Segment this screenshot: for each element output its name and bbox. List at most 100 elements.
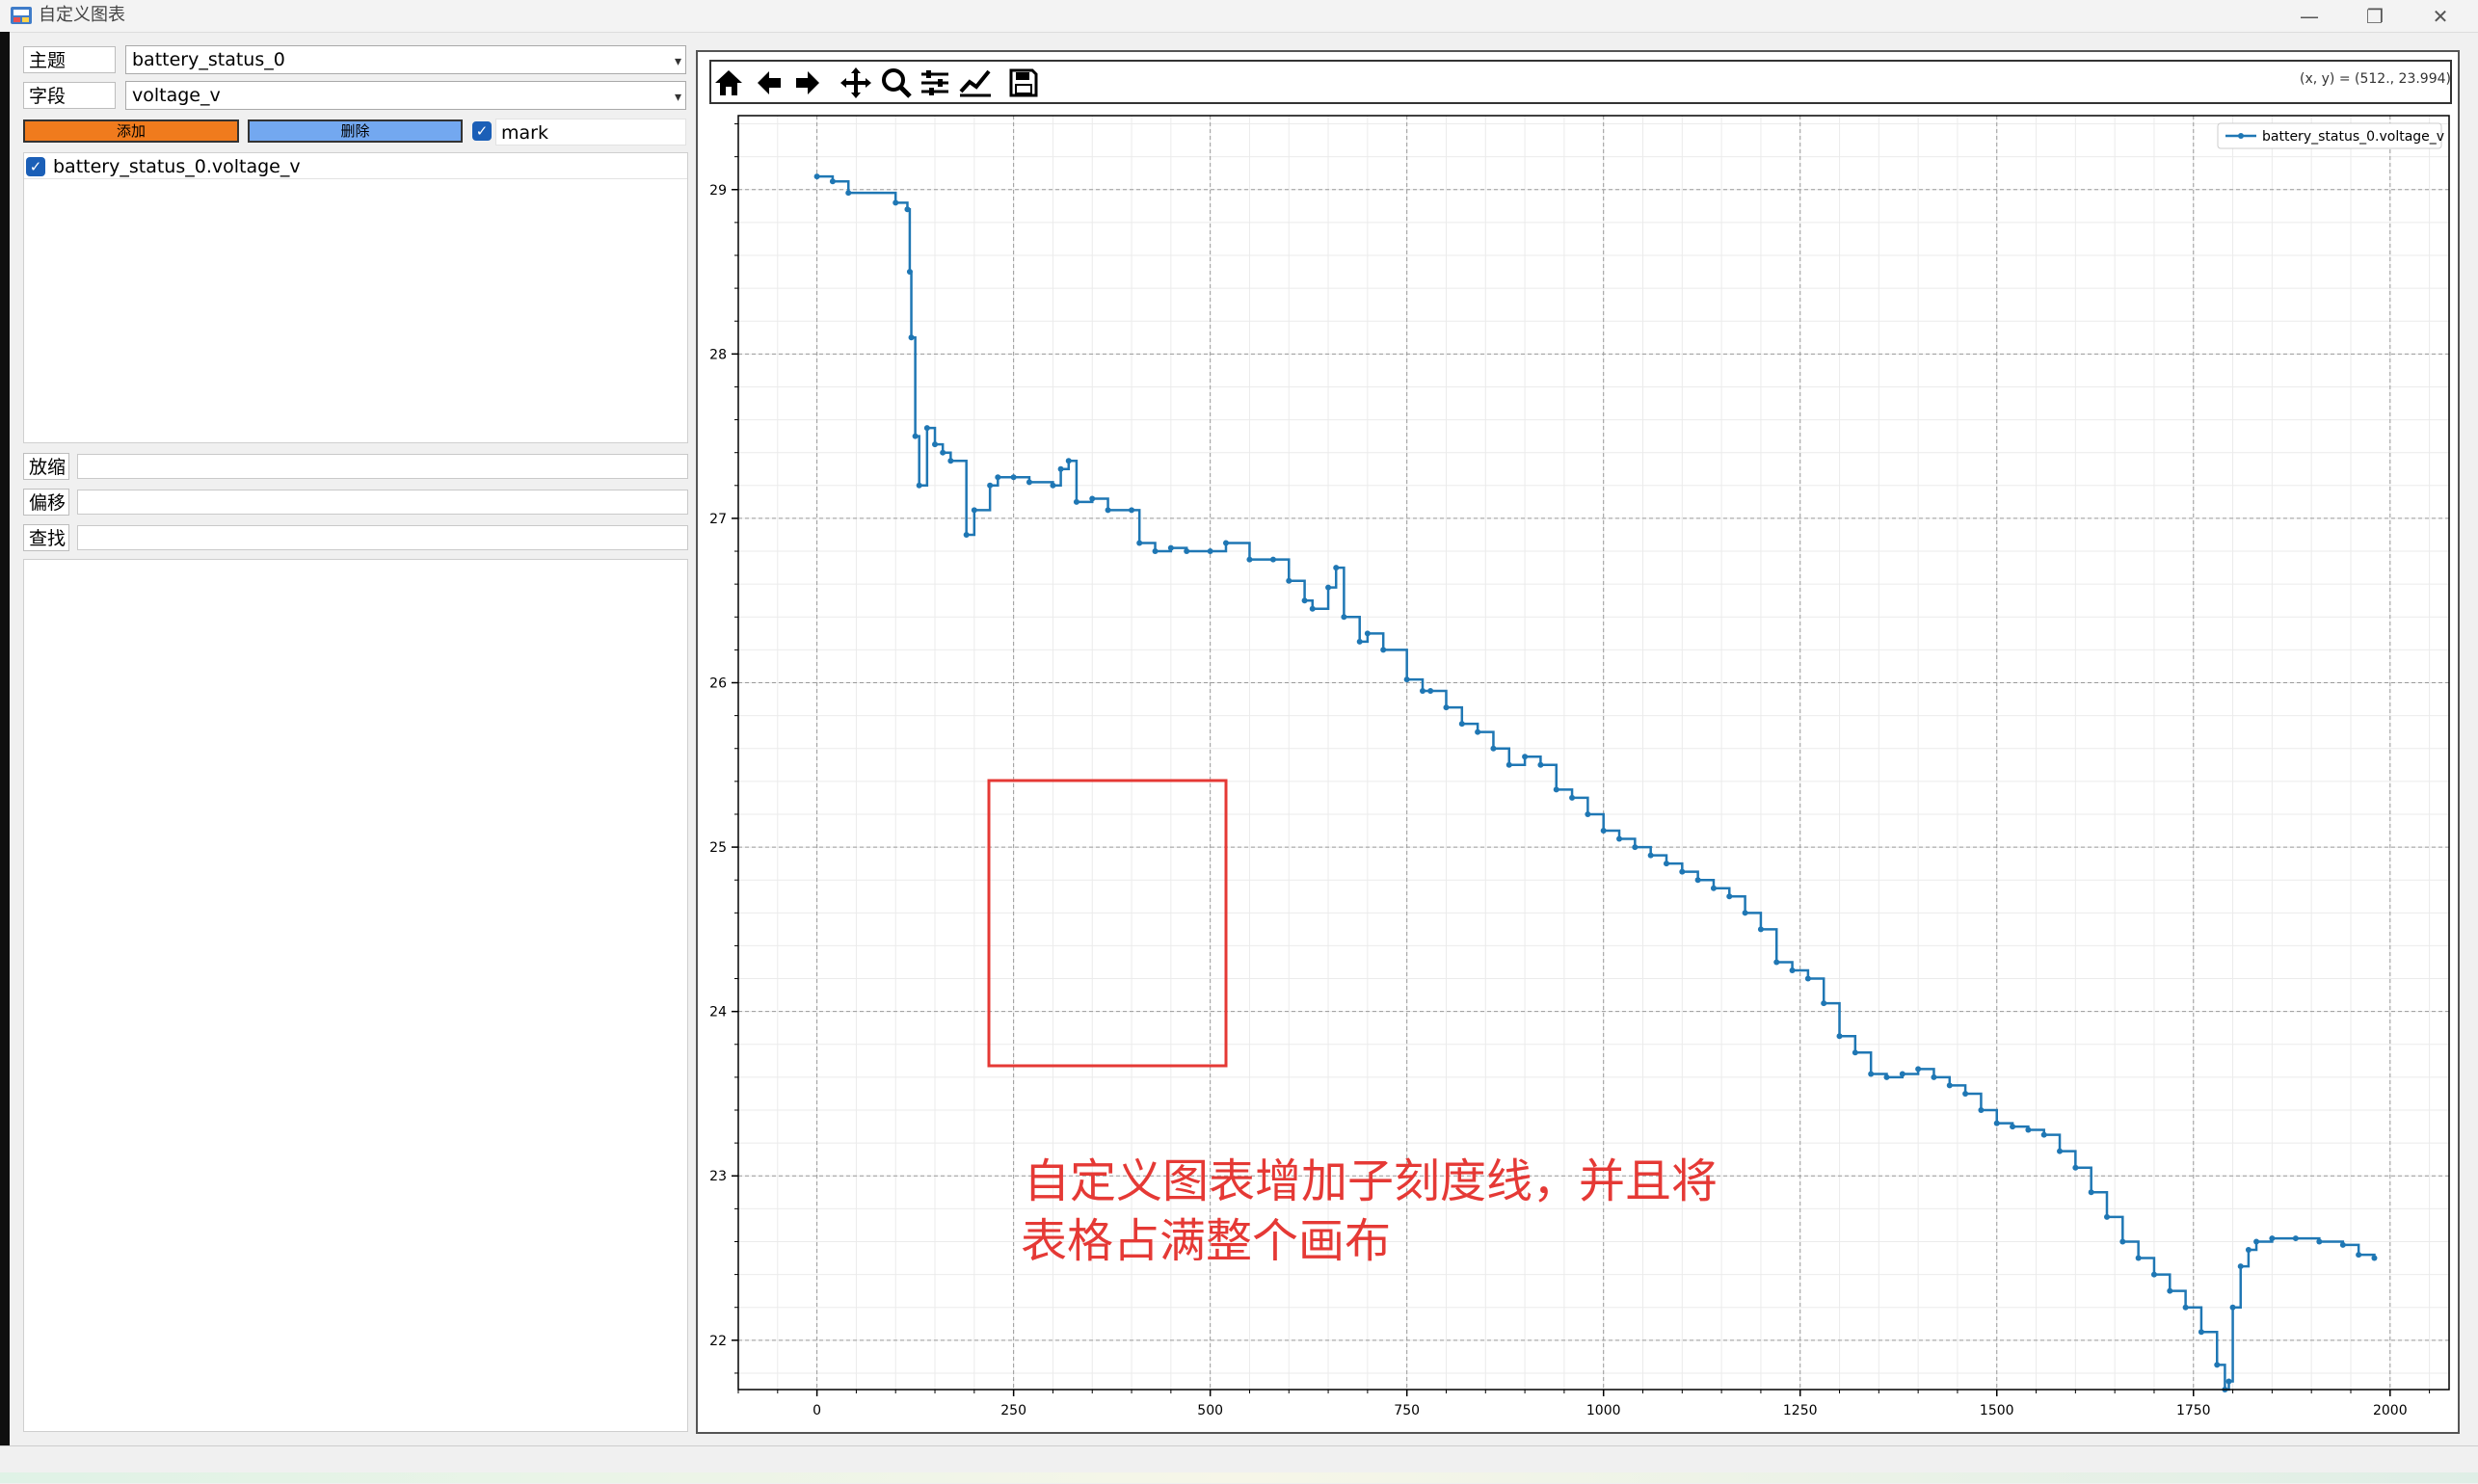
- data-point: [1600, 828, 1607, 835]
- data-point: [971, 507, 977, 514]
- field-select[interactable]: voltage_v ▾: [125, 81, 686, 110]
- data-point: [1443, 704, 1450, 711]
- y-tick-label: 28: [709, 347, 727, 362]
- data-point: [1789, 967, 1796, 974]
- data-point: [2237, 1263, 2244, 1270]
- data-point: [1757, 926, 1764, 933]
- data-point: [1458, 721, 1465, 728]
- data-point: [2182, 1304, 2189, 1311]
- data-point: [1286, 577, 1292, 584]
- data-point: [1105, 507, 1111, 514]
- data-point: [2135, 1255, 2142, 1261]
- chevron-down-icon[interactable]: ▾: [674, 90, 681, 105]
- y-tick-label: 22: [709, 1334, 727, 1349]
- topic-select[interactable]: battery_status_0 ▾: [125, 45, 686, 74]
- data-point: [893, 199, 899, 206]
- offset-label: 偏移: [23, 489, 69, 516]
- annotation-text-line2: 表格占满整个画布: [1021, 1214, 1391, 1268]
- data-point: [1804, 975, 1811, 982]
- data-point: [2104, 1213, 2110, 1220]
- delete-button[interactable]: 删除: [248, 119, 463, 143]
- data-point: [1632, 844, 1639, 851]
- x-tick-label: 500: [1197, 1403, 1223, 1418]
- data-point: [1883, 1073, 1890, 1080]
- data-point: [963, 531, 970, 538]
- save-icon[interactable]: [1004, 64, 1043, 102]
- home-icon[interactable]: [709, 64, 748, 102]
- find-input[interactable]: [77, 525, 688, 550]
- zoom-input[interactable]: [77, 454, 688, 479]
- data-point: [1333, 565, 1340, 571]
- data-point: [1129, 507, 1135, 514]
- topic-label: 主题: [23, 46, 116, 73]
- data-point: [2229, 1304, 2236, 1311]
- data-point: [2245, 1247, 2252, 1254]
- chevron-down-icon[interactable]: ▾: [674, 54, 681, 69]
- edit-axis-icon[interactable]: [956, 64, 995, 102]
- data-point: [1222, 540, 1229, 546]
- series-list-row: [24, 153, 687, 179]
- y-tick-label: 26: [709, 676, 727, 692]
- data-point: [2025, 1126, 2032, 1133]
- data-point: [1309, 605, 1316, 612]
- data-point: [1167, 544, 1174, 551]
- data-point: [1475, 729, 1481, 735]
- data-point: [1301, 597, 1308, 604]
- add-button[interactable]: 添加: [23, 119, 239, 143]
- forward-icon[interactable]: [788, 64, 827, 102]
- data-point: [1073, 498, 1079, 505]
- left-edge-strip: [0, 32, 10, 1472]
- data-point: [1915, 1066, 1922, 1073]
- data-point: [987, 482, 994, 489]
- voltage-chart[interactable]: 0 250 500 750 1000 1250 1500 1750 2000 22 23 24 25 26…: [696, 50, 2460, 1434]
- series-list-item[interactable]: battery_status_0.voltage_v: [53, 156, 301, 177]
- series-list: ✓ battery_status_0.voltage_v: [23, 152, 688, 443]
- data-point: [1050, 482, 1056, 489]
- legend-marker: [2238, 133, 2244, 139]
- annotation-box: [987, 779, 1228, 1068]
- maximize-icon[interactable]: ❐: [2366, 4, 2384, 28]
- data-point: [2010, 1124, 2016, 1130]
- data-point: [2356, 1252, 2362, 1259]
- data-point: [1868, 1071, 1875, 1077]
- data-point: [2119, 1238, 2126, 1245]
- data-point: [1694, 877, 1701, 884]
- x-tick-label: 1500: [1980, 1403, 2014, 1418]
- configure-subplots-icon[interactable]: [916, 64, 954, 102]
- data-point: [1852, 1049, 1858, 1056]
- data-point: [2057, 1148, 2064, 1154]
- data-point: [2253, 1238, 2260, 1245]
- legend-box: [2217, 122, 2442, 149]
- close-icon[interactable]: ✕: [2432, 4, 2449, 28]
- minimize-icon[interactable]: —: [2300, 4, 2319, 28]
- data-point: [2339, 1241, 2346, 1248]
- data-point: [1490, 745, 1497, 752]
- plot-toolbar: [709, 60, 2452, 104]
- legend-label: battery_status_0.voltage_v: [2262, 129, 2444, 145]
- data-point: [1403, 676, 1410, 683]
- x-tick-label: 750: [1394, 1403, 1420, 1418]
- series-checkbox[interactable]: ✓: [26, 157, 45, 176]
- zoom-icon[interactable]: [877, 64, 916, 102]
- data-point: [1993, 1120, 2000, 1126]
- zoom-label: 放缩: [23, 453, 69, 480]
- mark-checkbox[interactable]: ✓: [472, 121, 492, 141]
- data-point: [1207, 548, 1213, 555]
- data-point: [916, 482, 922, 489]
- data-point: [1420, 688, 1426, 695]
- y-tick-label: 25: [709, 840, 727, 856]
- data-point: [1931, 1073, 1937, 1080]
- data-point: [1065, 458, 1072, 464]
- data-point: [1356, 638, 1363, 645]
- back-icon[interactable]: [750, 64, 788, 102]
- axes-frame: [737, 115, 2450, 1391]
- cursor-coordinates: (x, y) = (512., 23.994): [2299, 71, 2451, 87]
- data-point: [912, 433, 919, 439]
- data-point: [906, 269, 913, 276]
- data-point: [1246, 556, 1253, 563]
- data-point: [2292, 1235, 2299, 1242]
- x-tick-label: 1000: [1586, 1403, 1621, 1418]
- offset-input[interactable]: [77, 490, 688, 515]
- data-point: [1364, 630, 1371, 637]
- pan-icon[interactable]: [837, 64, 875, 102]
